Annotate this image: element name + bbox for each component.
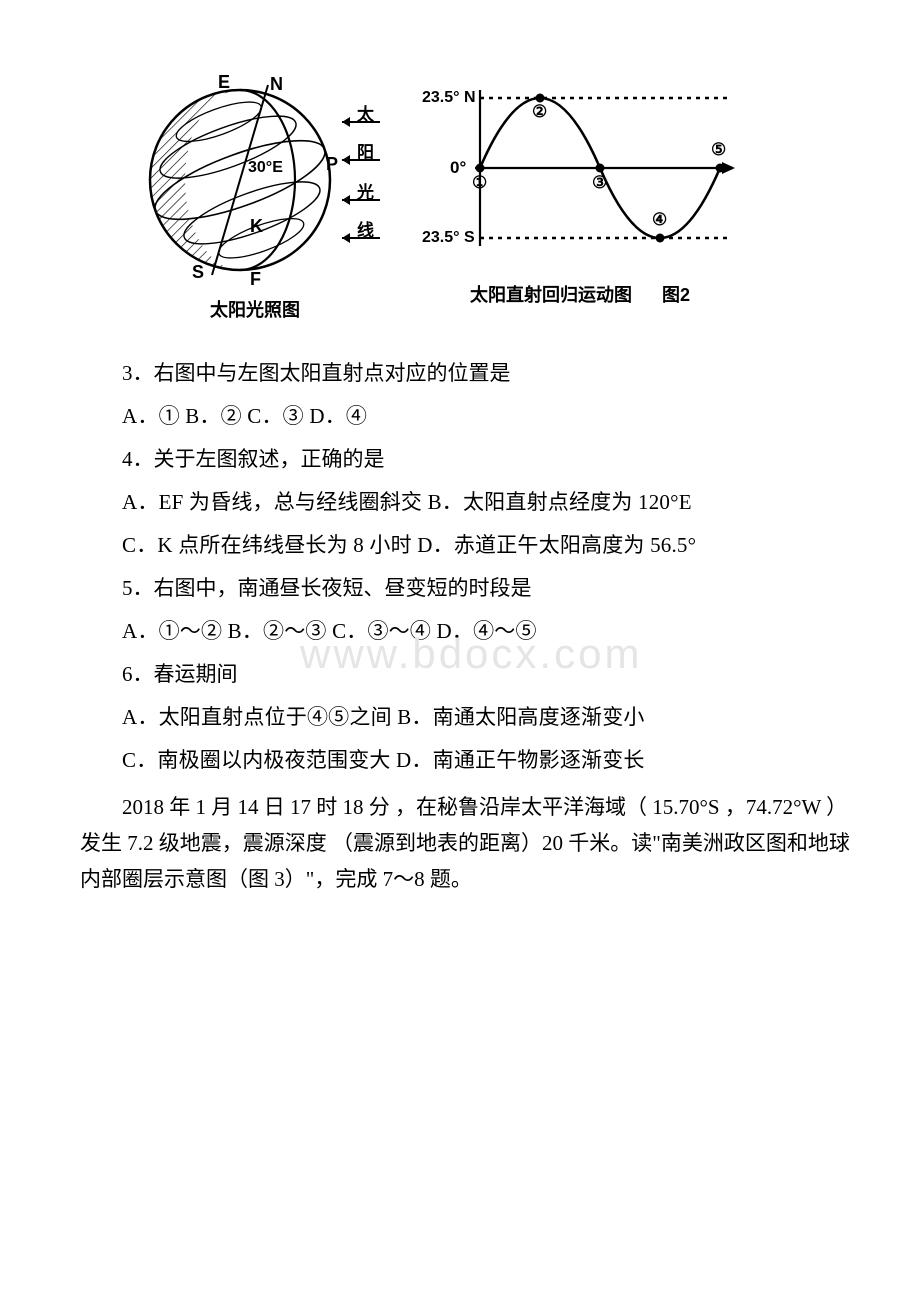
svg-text:23.5° N: 23.5° N [422,89,476,106]
q5-opts: A．①～② B．②～③ C．③～④ D．④～⑤ [80,610,850,653]
label-deg: 30°E [248,159,283,176]
svg-text:光: 光 [356,182,374,202]
q6-optA: A．太阳直射点位于④⑤之间 B．南通太阳高度逐渐变小 [80,696,850,739]
q5-stem: 5．右图中，南通昼长夜短、昼变短的时段是 [80,567,850,610]
svg-text:太: 太 [357,104,375,124]
right-caption-main: 太阳直射回归运动图 [470,281,632,307]
passage2: 2018 年 1 月 14 日 17 时 18 分 ，在秘鲁沿岸太平洋海域（ 1… [80,790,850,897]
svg-text:阳: 阳 [357,143,374,162]
q4-stem: 4．关于左图叙述，正确的是 [80,438,850,481]
diagram-row: E N F S P K 30°E 太 阳 [130,60,850,322]
svg-text:②: ② [532,102,547,121]
svg-text:线: 线 [357,220,374,240]
label-E: E [218,72,230,92]
q4-optC: C．K 点所在纬线昼长为 8 小时 D．赤道正午太阳高度为 56.5° [80,524,850,567]
question-content: www.bdocx.com 3．右图中与左图太阳直射点对应的位置是 A．① B．… [80,352,850,898]
svg-text:0°: 0° [450,158,466,177]
svg-text:①: ① [472,173,487,192]
globe-svg: E N F S P K 30°E 太 阳 [130,60,380,290]
label-K: K [250,216,263,236]
label-S: S [192,262,204,282]
right-caption: 太阳直射回归运动图 图2 [470,281,690,307]
left-diagram: E N F S P K 30°E 太 阳 [130,60,380,322]
svg-text:23.5° S: 23.5° S [422,229,475,246]
label-F: F [250,269,261,289]
svg-text:⑤: ⑤ [711,140,726,159]
right-diagram: 23.5° N 0° 23.5° S ① [420,60,740,307]
q6-optC: C．南极圈以内极夜范围变大 D．南通正午物影逐渐变长 [80,739,850,782]
svg-text:③: ③ [592,173,607,192]
svg-text:④: ④ [652,210,667,229]
left-caption: 太阳光照图 [210,296,300,322]
sun-arrows: 太 阳 光 线 [342,104,380,243]
sine-svg: 23.5° N 0° 23.5° S ① [420,60,740,275]
q4-optA: A．EF 为昏线，总与经线圈斜交 B．太阳直射点经度为 120°E [80,481,850,524]
label-N: N [270,74,283,94]
q3-stem: 3．右图中与左图太阳直射点对应的位置是 [80,352,850,395]
q3-opts: A．① B．② C．③ D．④ [80,395,850,438]
q6-stem: 6．春运期间 [80,653,850,696]
right-caption-fig: 图2 [662,281,690,307]
label-P: P [326,154,338,174]
